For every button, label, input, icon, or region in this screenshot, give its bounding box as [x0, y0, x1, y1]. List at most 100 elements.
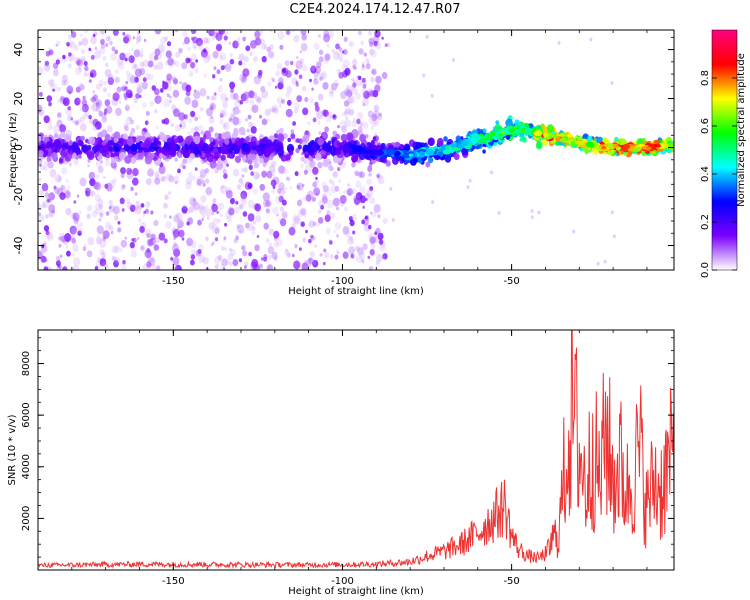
- ridge-blob: [221, 132, 227, 140]
- noise-blob: [376, 253, 383, 262]
- noise-blob: [285, 30, 291, 36]
- noise-blob: [38, 107, 44, 115]
- noise-blob: [187, 131, 191, 136]
- noise-blob: [225, 189, 233, 199]
- noise-blob: [310, 64, 316, 72]
- noise-blob: [73, 44, 79, 52]
- noise-blob: [241, 75, 248, 83]
- noise-blob: [86, 213, 91, 219]
- ridge-core-blob: [461, 140, 469, 146]
- noise-blob: [314, 101, 319, 107]
- noise-blob: [373, 204, 381, 213]
- ridge-core-blob: [419, 151, 426, 156]
- noise-blob: [302, 197, 306, 201]
- ridge-blob: [54, 139, 62, 149]
- noise-blob: [146, 233, 151, 238]
- snr-data-point: [626, 453, 628, 455]
- noise-blob: [124, 33, 131, 43]
- noise-blob: [360, 64, 366, 71]
- noise-blob: [213, 160, 216, 164]
- noise-blob: [350, 240, 354, 244]
- noise-blob: [55, 260, 61, 267]
- noise-blob: [369, 90, 375, 97]
- snr-data-point: [612, 440, 614, 442]
- noise-blob: [208, 30, 215, 37]
- noise-blob: [357, 126, 363, 133]
- noise-blob: [244, 56, 249, 63]
- noise-blob: [333, 114, 336, 118]
- noise-blob: [238, 177, 244, 184]
- noise-blob: [370, 76, 375, 83]
- noise-blob: [338, 179, 342, 183]
- ridge-core-blob: [437, 151, 444, 156]
- noise-blob: [292, 138, 296, 143]
- noise-blob: [58, 236, 62, 241]
- noise-blob: [368, 265, 374, 270]
- noise-blob: [174, 60, 180, 67]
- noise-blob: [176, 226, 181, 230]
- noise-blob: [46, 95, 53, 102]
- noise-blob: [48, 192, 55, 201]
- noise-blob: [303, 159, 308, 165]
- ridge-blob: [61, 133, 66, 138]
- snr-data-point: [240, 563, 242, 565]
- noise-blob: [121, 208, 125, 212]
- noise-blob: [317, 161, 323, 169]
- noise-blob: [229, 247, 233, 252]
- ridge-blob: [243, 144, 251, 153]
- noise-blob: [331, 180, 335, 186]
- ridge-core-blob: [649, 143, 654, 147]
- ridge-blob: [270, 152, 275, 158]
- ridge-blob: [78, 154, 82, 159]
- x-tick-label: -50: [503, 576, 519, 587]
- noise-blob: [138, 82, 143, 88]
- noise-blob: [163, 98, 171, 108]
- noise-blob: [120, 173, 125, 179]
- noise-blob: [308, 220, 315, 228]
- noise-blob: [267, 254, 273, 260]
- noise-blob: [241, 245, 246, 251]
- noise-blob: [146, 261, 152, 268]
- noise-blob: [303, 169, 308, 175]
- ridge-core-blob: [533, 130, 542, 137]
- noise-blob: [263, 222, 270, 230]
- noise-blob: [172, 256, 180, 266]
- noise-blob: [244, 222, 250, 229]
- noise-blob: [309, 97, 314, 104]
- noise-blob: [164, 36, 169, 42]
- noise-blob: [330, 91, 334, 95]
- noise-blob: [114, 215, 119, 221]
- ridge-blob: [191, 142, 196, 147]
- ridge-blob: [164, 141, 168, 147]
- noise-blob: [225, 62, 231, 70]
- noise-blob: [226, 215, 233, 223]
- noise-blob: [350, 253, 355, 259]
- noise-blob: [331, 49, 335, 53]
- ridge-core-blob: [577, 140, 584, 146]
- noise-blob: [147, 168, 154, 177]
- noise-blob: [84, 187, 91, 195]
- ridge-blob: [642, 137, 646, 143]
- noise-blob: [266, 46, 271, 53]
- noise-blob: [260, 85, 266, 93]
- noise-blob: [67, 63, 72, 69]
- ridge-blob: [428, 157, 434, 164]
- noise-blob: [344, 206, 348, 212]
- ridge-blob: [234, 137, 242, 146]
- noise-blob: [344, 107, 351, 115]
- noise-blob: [277, 188, 282, 194]
- noise-blob: [105, 211, 110, 216]
- noise-blob: [110, 52, 117, 61]
- ridge-blob: [230, 137, 236, 144]
- noise-blob: [370, 236, 377, 244]
- noise-blob: [346, 89, 353, 98]
- noise-blob: [362, 83, 367, 89]
- noise-blob: [114, 245, 120, 253]
- ridge-blob: [266, 139, 273, 146]
- noise-blob: [603, 259, 607, 264]
- noise-blob: [346, 85, 350, 90]
- ridge-blob: [64, 148, 69, 154]
- noise-blob: [316, 179, 320, 184]
- noise-blob: [38, 66, 44, 75]
- ridge-blob: [403, 143, 411, 152]
